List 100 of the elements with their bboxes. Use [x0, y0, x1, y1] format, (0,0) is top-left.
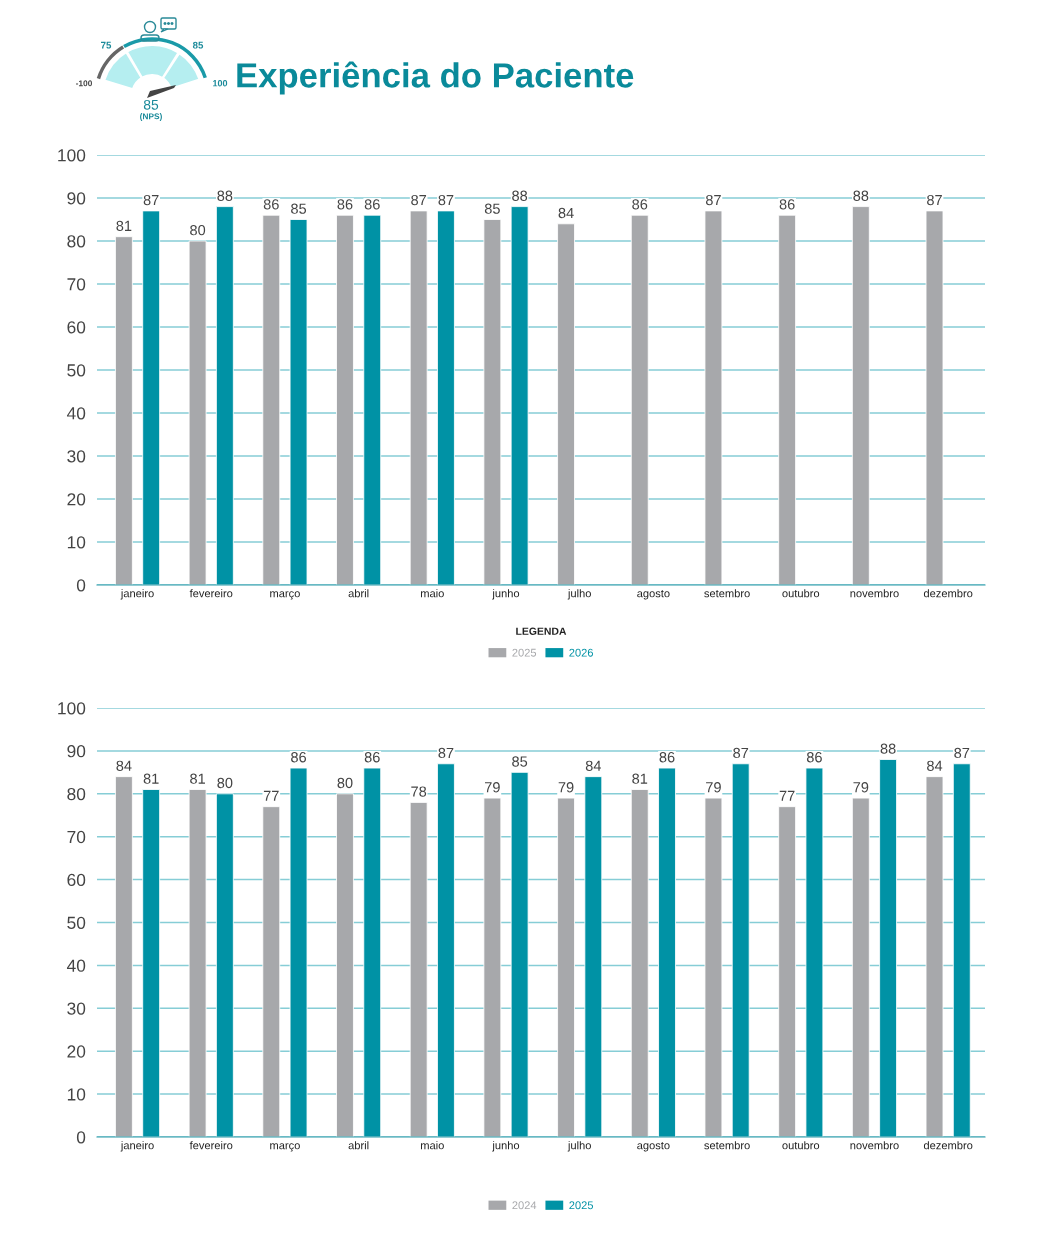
legend-label: 2025 — [512, 648, 537, 657]
data-label: 86 — [779, 199, 795, 210]
bar — [557, 223, 575, 585]
x-tick-label: maio — [421, 589, 444, 598]
x-tick-label: janeiro — [120, 589, 154, 600]
data-label: 86 — [659, 752, 675, 763]
bar — [262, 214, 281, 585]
data-label: 86 — [364, 752, 380, 763]
text: 100 — [213, 80, 228, 87]
y-tick-label: 80 — [67, 235, 86, 248]
data-label: 80 — [217, 777, 233, 789]
data-label: 87 — [705, 194, 721, 206]
data-label: 87 — [143, 194, 159, 206]
x-tick-label: agosto — [637, 1142, 670, 1152]
x-tick-label: dezembro — [923, 589, 973, 598]
legend-label: 2026 — [569, 648, 594, 657]
data-label: 86 — [364, 199, 380, 210]
data-label: 87 — [927, 194, 942, 206]
y-tick-label: 60 — [67, 873, 86, 887]
y-tick-label: 20 — [67, 1045, 86, 1058]
bar — [363, 214, 382, 585]
data-label: 86 — [337, 199, 353, 210]
y-tick-label: 60 — [67, 321, 86, 334]
data-label: 88 — [512, 190, 528, 201]
y-tick-label: 100 — [58, 149, 86, 162]
data-label: 79 — [853, 782, 869, 793]
bar — [336, 793, 354, 1137]
data-label: 84 — [558, 207, 574, 219]
x-tick-label: outubro — [782, 1141, 820, 1150]
data-label: 81 — [632, 773, 648, 784]
y-tick-label: 80 — [67, 787, 86, 801]
text: (NPS) — [140, 113, 162, 121]
y-tick-label: 90 — [67, 192, 86, 205]
x-tick-label: agosto — [637, 590, 670, 600]
data-label: 77 — [263, 790, 279, 801]
legend-title: LEGENDA — [516, 627, 567, 635]
data-label: 81 — [116, 220, 132, 232]
x-tick-label: junho — [492, 589, 520, 600]
x-tick-label: julho — [567, 1141, 591, 1152]
y-tick-label: 30 — [67, 450, 86, 463]
y-tick-label: 0 — [76, 579, 86, 592]
bar — [879, 759, 897, 1137]
text: 85 — [143, 99, 159, 110]
bar — [778, 214, 797, 585]
x-tick-label: abril — [348, 589, 369, 598]
x-tick-label: julho — [567, 589, 591, 600]
y-tick-label: 40 — [66, 407, 86, 420]
y-tick-label: 70 — [67, 830, 86, 844]
data-label: 77 — [779, 790, 795, 801]
bar — [188, 240, 207, 585]
x-tick-label: novembro — [850, 1141, 899, 1150]
data-label: 79 — [558, 782, 574, 793]
y-tick-label: 20 — [67, 493, 86, 506]
data-label: 86 — [632, 199, 648, 210]
data-label: 88 — [217, 190, 233, 201]
data-label: 87 — [438, 194, 454, 206]
data-label: 81 — [190, 773, 205, 784]
data-label: 86 — [263, 199, 279, 210]
x-tick-label: março — [270, 591, 300, 600]
data-label: 79 — [706, 782, 721, 793]
data-label: 86 — [806, 752, 822, 763]
x-tick-label: dezembro — [923, 1141, 973, 1150]
y-tick-label: 30 — [67, 1002, 86, 1015]
data-label: 86 — [291, 752, 307, 763]
x-tick-label: junho — [492, 1141, 520, 1152]
x-tick-label: novembro — [850, 589, 899, 598]
bar — [630, 214, 649, 585]
chart-title: Experiência do Paciente — [237, 61, 634, 95]
text: -100 — [75, 80, 92, 87]
y-tick-label: 50 — [67, 916, 86, 929]
text: 75 — [101, 41, 112, 49]
data-label: 80 — [337, 777, 353, 789]
x-tick-label: outubro — [782, 589, 820, 598]
data-label: 79 — [485, 782, 500, 793]
x-tick-label: fevereiro — [189, 1141, 233, 1150]
data-label: 80 — [190, 225, 206, 236]
y-tick-label: 50 — [67, 364, 86, 377]
data-label: 87 — [438, 747, 454, 759]
data-label: 84 — [116, 760, 132, 771]
data-label: 78 — [411, 786, 427, 797]
y-tick-label: 100 — [58, 702, 86, 715]
y-tick-label: 70 — [67, 278, 86, 291]
bar — [215, 793, 234, 1137]
data-label: 85 — [291, 203, 307, 214]
data-label: 81 — [143, 773, 159, 784]
x-tick-label: maio — [421, 1141, 444, 1150]
data-label: 87 — [954, 747, 970, 759]
data-label: 88 — [853, 190, 869, 201]
x-tick-label: setembro — [704, 1141, 750, 1150]
text: 85 — [192, 41, 204, 49]
x-tick-label: setembro — [704, 589, 750, 598]
data-label: 88 — [880, 743, 896, 754]
data-label: 84 — [585, 760, 602, 771]
legend-label: 2024 — [512, 1201, 537, 1210]
data-label: 87 — [733, 747, 749, 759]
x-tick-label: março — [270, 1143, 300, 1152]
y-tick-label: 40 — [66, 959, 86, 972]
bar — [409, 801, 428, 1137]
data-label: 87 — [411, 194, 427, 206]
x-tick-label: janeiro — [120, 1141, 154, 1152]
